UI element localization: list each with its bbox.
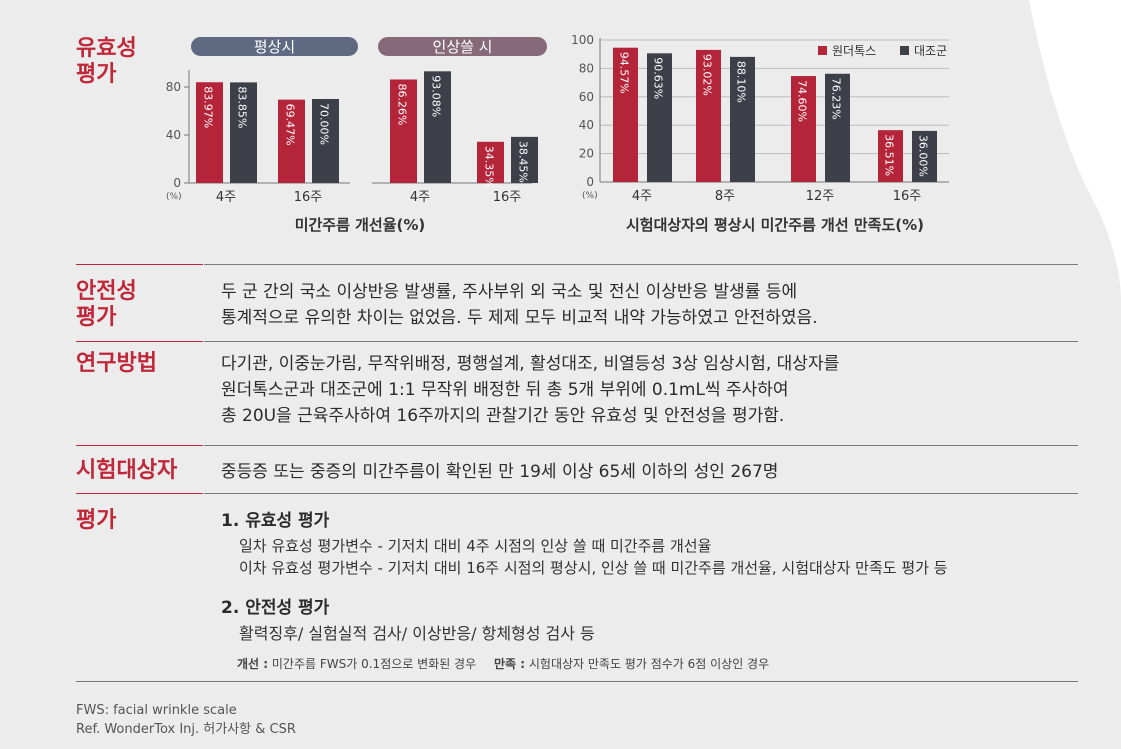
panel-header — [378, 37, 547, 56]
bar — [878, 130, 903, 182]
x-tick-label: 16주 — [294, 190, 323, 205]
definition-notes: 개선 : 미간주름 FWS가 0.1점으로 변화된 경우 만족 : 시험대상자 … — [237, 657, 770, 671]
y-tick-label: 60 — [579, 90, 594, 104]
bar-value-label: 34.35% — [483, 146, 496, 188]
bar — [730, 56, 755, 182]
safety-text: 두 군 간의 국소 이상반응 발생률, 주사부위 외 국소 및 전신 이상반응 … — [221, 282, 818, 328]
y-tick-label: 40 — [579, 118, 594, 132]
divider — [204, 264, 1078, 265]
bar — [511, 136, 538, 183]
bar — [278, 99, 305, 183]
divider — [204, 493, 1078, 494]
y-tick-label: 40 — [166, 128, 181, 142]
legend-swatch — [818, 46, 827, 55]
legend-label: 원더톡스 — [832, 44, 876, 58]
x-tick-label: 4주 — [216, 190, 236, 205]
bar-value-label: 83.85% — [236, 86, 249, 128]
footer-notes: FWS: facial wrinkle scale Ref. WonderTox… — [76, 703, 296, 737]
bar — [390, 79, 417, 183]
bar-value-label: 36.00% — [917, 135, 930, 177]
bar — [477, 141, 504, 183]
panel-header-label: 인상쓸 시 — [433, 38, 493, 56]
efficacy-title: 유효성 평가 — [76, 36, 137, 87]
y-tick-label: 0 — [586, 175, 594, 189]
efficacy-eval-text: 일차 유효성 평가변수 - 기저치 대비 4주 시점의 인상 쓸 때 미간주름 … — [239, 537, 948, 577]
satisfaction-chart: 0 20 40 60 80 100 (%) 94.57% 90.63% 4주 93.02% 88.10… — [571, 33, 949, 234]
bar — [825, 73, 850, 182]
y-tick-label: 100 — [571, 33, 594, 47]
bar-value-label: 94.57% — [618, 52, 631, 94]
bar — [230, 82, 257, 183]
x-axis-title: 시험대상자의 평상시 미간주름 개선 만족도(%) — [626, 216, 924, 234]
bar-value-label: 90.63% — [652, 57, 665, 99]
bar — [791, 76, 816, 182]
efficacy-eval-heading: 1. 유효성 평가 — [221, 511, 330, 531]
divider — [76, 445, 203, 446]
bar-value-label: 88.10% — [735, 61, 748, 103]
x-tick-label: 16주 — [493, 190, 522, 205]
x-tick-label: 4주 — [632, 189, 652, 204]
divider — [204, 341, 1078, 342]
bar-value-label: 38.45% — [517, 141, 530, 183]
bar — [696, 49, 721, 183]
x-axis-title: 미간주름 개선율(%) — [295, 216, 426, 234]
safety-eval-text: 활력징후/ 실험실적 검사/ 이상반응/ 항체형성 검사 등 — [239, 624, 595, 643]
bar — [312, 99, 339, 183]
legend-swatch — [900, 46, 909, 55]
bar — [424, 71, 451, 183]
y-tick-label: 20 — [579, 147, 594, 161]
y-tick-label: 80 — [579, 61, 594, 75]
decorative-wave — [1029, 0, 1121, 300]
bar-value-label: 74.60% — [796, 80, 809, 122]
improvement-rate-chart: 0 40 80 (%) 평상시 83.97% 83.85% 4주 69.47% 70.00% 16주… — [166, 37, 547, 234]
bar — [647, 53, 672, 182]
bar-value-label: 36.51% — [883, 134, 896, 176]
bar-value-label: 76.23% — [830, 78, 843, 120]
divider — [76, 493, 203, 494]
bar-value-label: 69.47% — [284, 104, 297, 146]
y-tick-label: 80 — [166, 80, 181, 94]
subjects-title: 시험대상자 — [76, 458, 178, 483]
x-tick-label: 12주 — [806, 189, 835, 204]
evaluation-title: 평가 — [76, 508, 117, 533]
safety-eval-heading: 2. 안전성 평가 — [221, 598, 330, 618]
divider — [76, 341, 203, 342]
method-text: 다기관, 이중눈가림, 무작위배정, 평행설계, 활성대조, 비열등성 3상 임… — [221, 354, 840, 426]
bar-value-label: 86.26% — [396, 83, 409, 125]
x-tick-label: 4주 — [410, 190, 430, 205]
divider — [204, 445, 1078, 446]
y-unit-label: (%) — [582, 191, 598, 201]
panel-header-label: 평상시 — [254, 38, 295, 56]
y-unit-label: (%) — [166, 192, 182, 202]
legend-label: 대조군 — [914, 44, 947, 58]
x-tick-label: 16주 — [893, 189, 922, 204]
divider — [76, 264, 203, 265]
bar — [613, 47, 638, 182]
bar-value-label: 93.02% — [701, 54, 714, 96]
panel-header — [191, 37, 358, 56]
x-tick-label: 8주 — [715, 189, 735, 204]
bar-value-label: 70.00% — [318, 103, 331, 145]
y-tick-label: 0 — [173, 176, 181, 190]
method-title: 연구방법 — [76, 351, 157, 376]
bar — [912, 130, 937, 182]
bar-value-label: 93.08% — [430, 75, 443, 117]
bar — [196, 82, 223, 183]
subjects-text: 중등증 또는 중증의 미간주름이 확인된 만 19세 이상 65세 이하의 성인… — [221, 462, 779, 482]
safety-title: 안전성 평가 — [76, 279, 137, 330]
bar-value-label: 83.97% — [202, 86, 215, 128]
divider — [76, 681, 1078, 682]
